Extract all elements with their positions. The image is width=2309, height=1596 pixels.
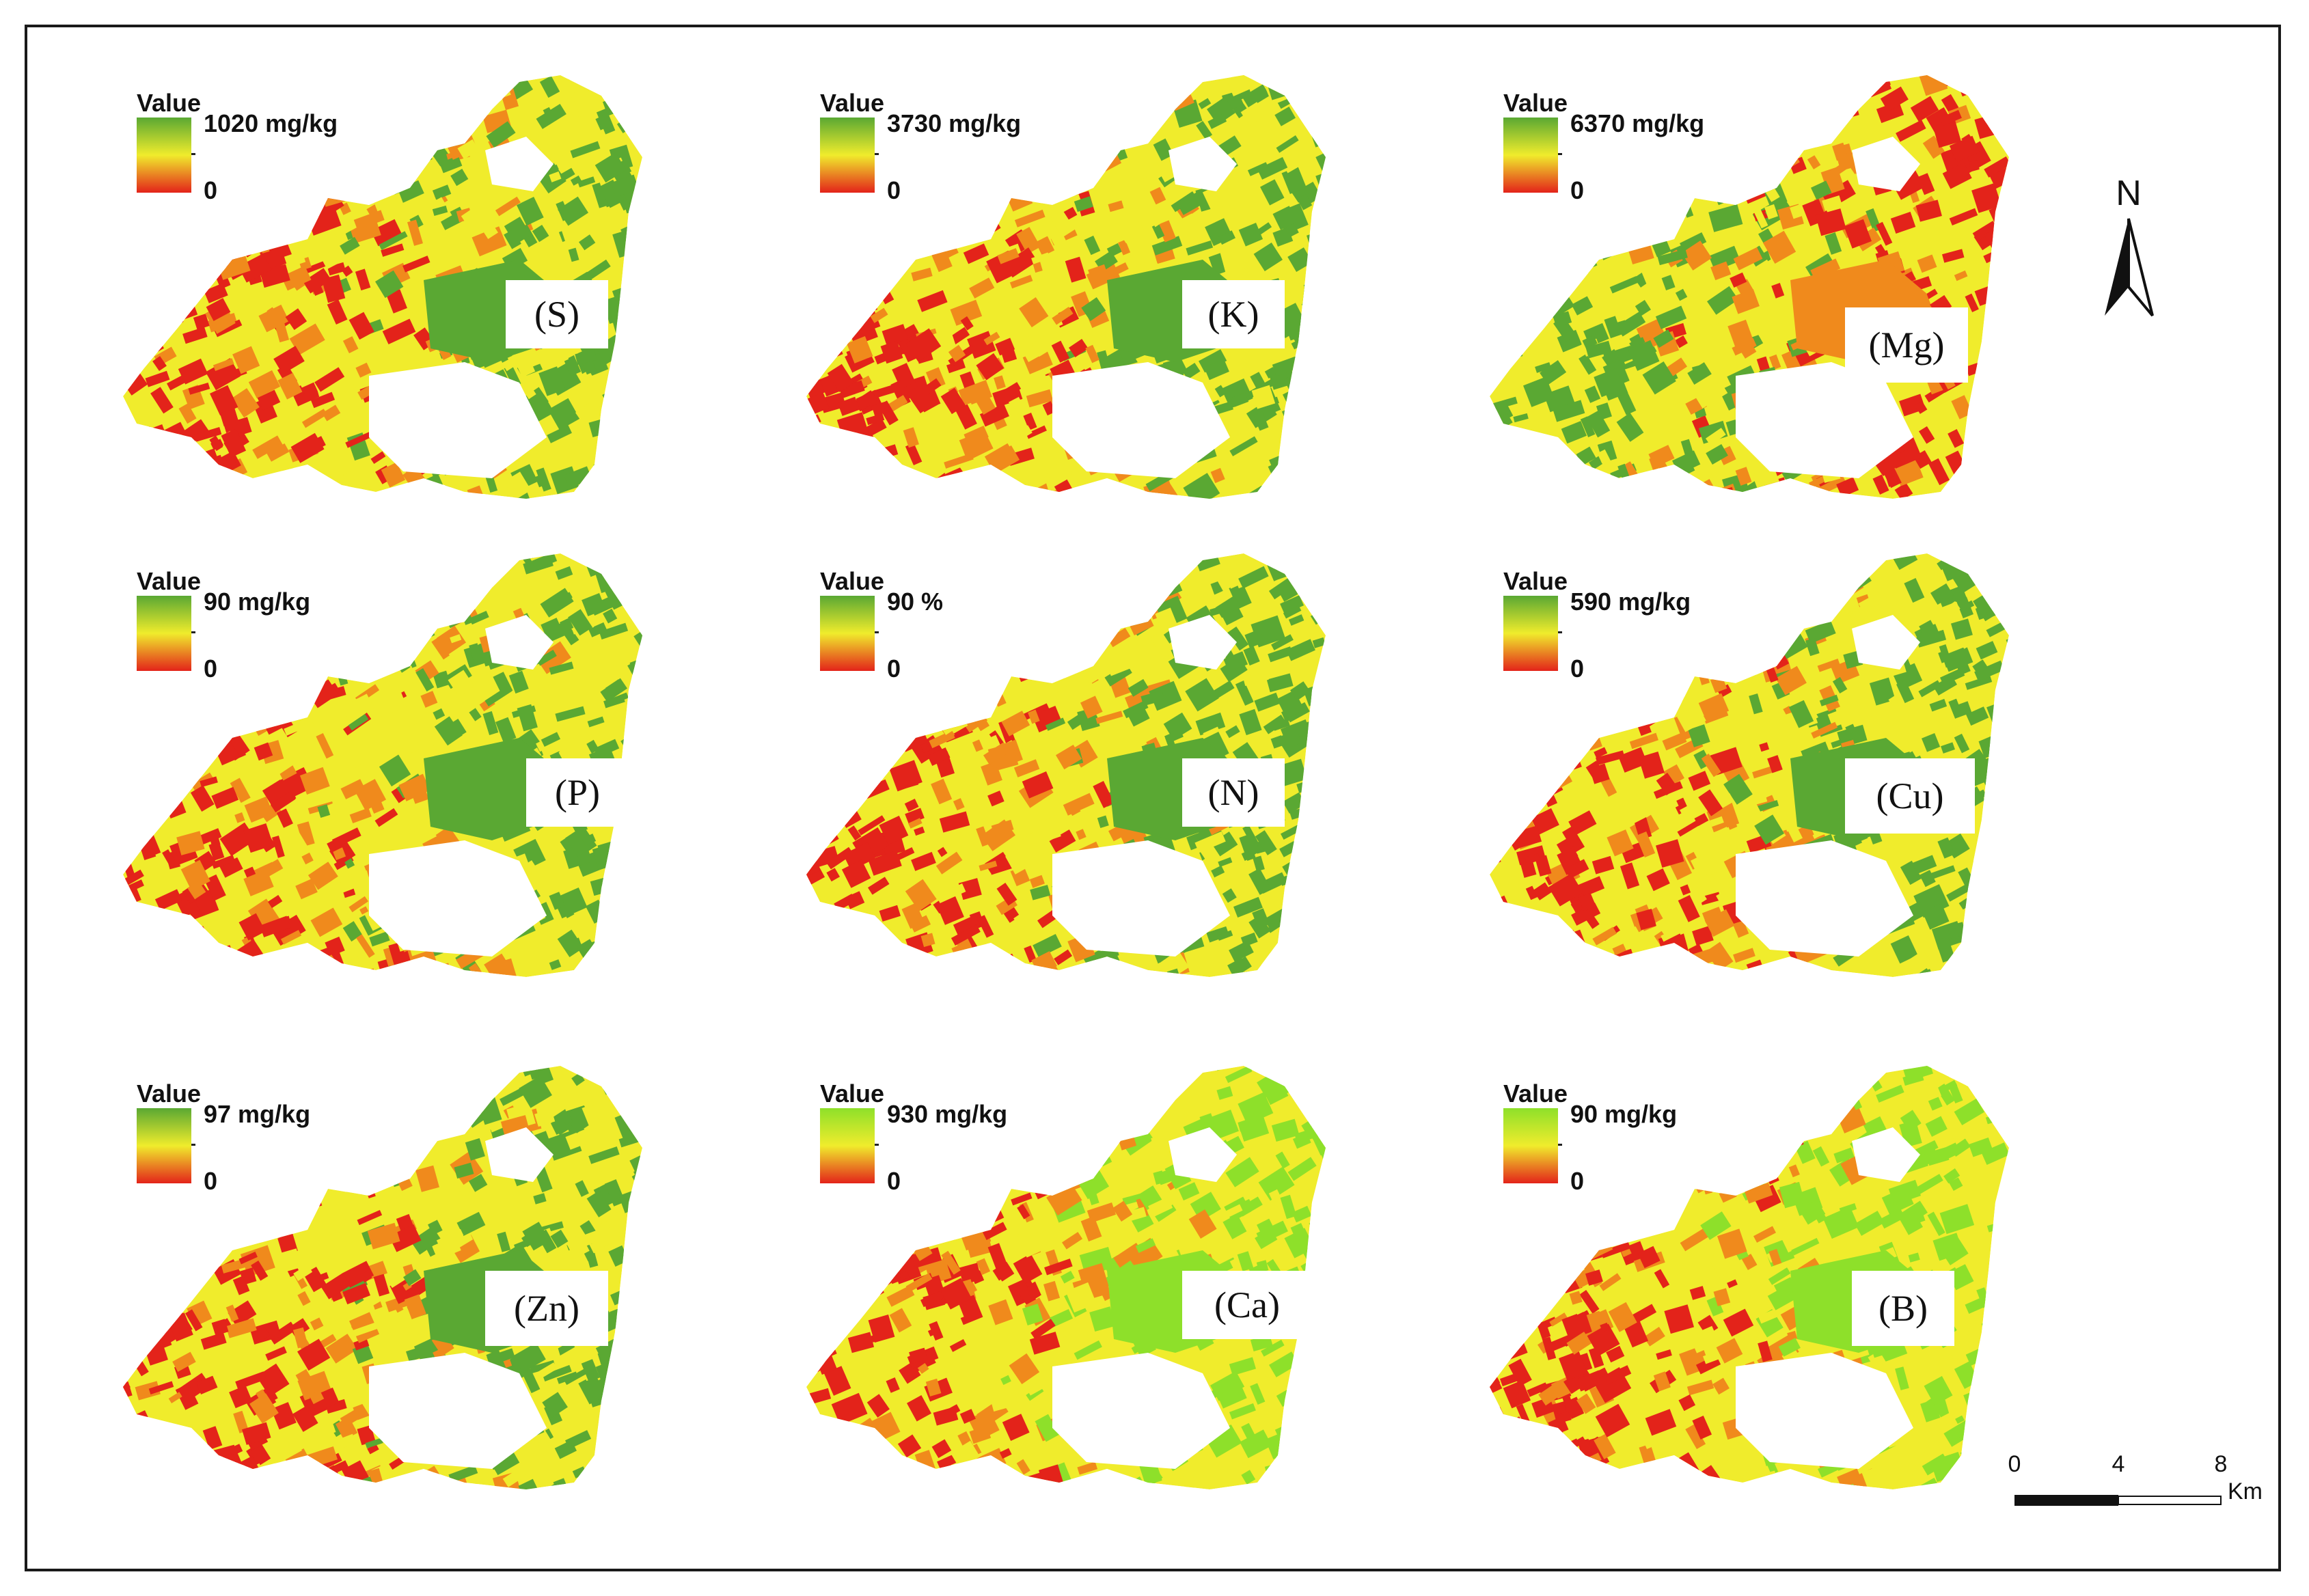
scale-tick-8: 8 bbox=[2215, 1451, 2228, 1477]
panel-label-text: (Cu) bbox=[1876, 775, 1944, 816]
scale-segment-empty bbox=[2118, 1496, 2222, 1505]
legend-max-value: 930 mg/kg bbox=[887, 1100, 1008, 1128]
map-panel-zn: Value 97 mg/kg 0 (Zn) bbox=[82, 1045, 759, 1517]
map-panel-s: Value 1020 mg/kg 0 (S) bbox=[82, 55, 759, 526]
north-arrow-icon: N bbox=[2105, 174, 2154, 317]
legend: Value 90 % 0 bbox=[820, 567, 1107, 690]
legend-max-value: 6370 mg/kg bbox=[1570, 109, 1705, 137]
legend-color-ramp bbox=[820, 118, 875, 193]
map-panel-mg: Value 6370 mg/kg 0 (Mg) bbox=[1449, 55, 2125, 526]
legend-color-ramp bbox=[137, 1108, 191, 1183]
legend-title: Value bbox=[137, 1079, 202, 1107]
legend-title: Value bbox=[1503, 567, 1568, 595]
legend-title: Value bbox=[820, 567, 885, 595]
legend-color-ramp bbox=[820, 1108, 875, 1183]
legend-min-value: 0 bbox=[887, 176, 901, 204]
panel-label-text: (Ca) bbox=[1214, 1284, 1280, 1325]
legend: Value 3730 mg/kg 0 bbox=[820, 89, 1107, 212]
legend-title: Value bbox=[137, 567, 202, 595]
map-panel-b: Value 90 mg/kg 0 (B) bbox=[1449, 1045, 2125, 1517]
legend-color-ramp bbox=[1503, 596, 1558, 671]
panel-label-text: (N) bbox=[1207, 772, 1259, 813]
panel-label: (N) bbox=[1182, 758, 1285, 827]
legend: Value 590 mg/kg 0 bbox=[1503, 567, 1790, 690]
legend-color-ramp bbox=[137, 118, 191, 193]
scale-tick-4: 4 bbox=[2112, 1451, 2125, 1477]
nutrient-map bbox=[1490, 553, 2009, 977]
nutrient-map bbox=[123, 1066, 642, 1489]
north-arrow: N bbox=[2091, 171, 2166, 328]
legend-min-value: 0 bbox=[204, 655, 218, 683]
nutrient-map bbox=[806, 1066, 1326, 1489]
panel-label-text: (Mg) bbox=[1868, 325, 1945, 366]
panel-label-text: (S) bbox=[534, 294, 579, 335]
legend-color-ramp bbox=[820, 596, 875, 671]
legend-title: Value bbox=[1503, 89, 1568, 117]
legend: Value 90 mg/kg 0 bbox=[1503, 1079, 1790, 1202]
legend-color-ramp bbox=[1503, 118, 1558, 193]
panel-label-text: (Zn) bbox=[514, 1288, 579, 1329]
panel-label: (Zn) bbox=[485, 1271, 608, 1346]
legend-title: Value bbox=[820, 1079, 885, 1107]
legend-min-value: 0 bbox=[1570, 1167, 1585, 1195]
legend-color-ramp bbox=[137, 596, 191, 671]
nutrient-map bbox=[123, 75, 642, 499]
map-panel-n: Value 90 % 0 (N) bbox=[765, 533, 1442, 1004]
scale-unit: Km bbox=[2228, 1478, 2263, 1504]
legend-title: Value bbox=[137, 89, 202, 117]
scale-bar: 0 4 8 Km bbox=[1995, 1442, 2269, 1530]
legend-max-value: 3730 mg/kg bbox=[887, 109, 1022, 137]
nutrient-map bbox=[1490, 75, 2009, 499]
panel-label: (B) bbox=[1852, 1271, 1954, 1346]
map-panel-k: Value 3730 mg/kg 0 (K) bbox=[765, 55, 1442, 526]
legend-max-value: 90 mg/kg bbox=[1570, 1100, 1678, 1128]
north-label: N bbox=[2116, 174, 2142, 213]
map-panel-cu: Value 590 mg/kg 0 (Cu) bbox=[1449, 533, 2125, 1004]
panel-label-text: (P) bbox=[555, 772, 600, 813]
legend: Value 97 mg/kg 0 bbox=[137, 1079, 424, 1202]
panel-label: (Mg) bbox=[1845, 307, 1968, 383]
legend-min-value: 0 bbox=[1570, 176, 1585, 204]
legend-max-value: 90 % bbox=[887, 588, 944, 616]
map-panel-ca: Value 930 mg/kg 0 (Ca) bbox=[765, 1045, 1442, 1517]
scale-segment-filled bbox=[2014, 1495, 2118, 1506]
panel-label: (S) bbox=[506, 280, 608, 348]
legend-min-value: 0 bbox=[887, 655, 901, 683]
legend-max-value: 90 mg/kg bbox=[204, 588, 311, 616]
legend-min-value: 0 bbox=[204, 1167, 218, 1195]
legend-min-value: 0 bbox=[1570, 655, 1585, 683]
panel-label-text: (K) bbox=[1207, 294, 1259, 335]
scale-tick-0: 0 bbox=[2008, 1451, 2021, 1477]
legend-min-value: 0 bbox=[204, 176, 218, 204]
legend-color-ramp bbox=[1503, 1108, 1558, 1183]
map-panel-p: Value 90 mg/kg 0 (P) bbox=[82, 533, 759, 1004]
legend-max-value: 97 mg/kg bbox=[204, 1100, 311, 1128]
legend-title: Value bbox=[1503, 1079, 1568, 1107]
legend: Value 6370 mg/kg 0 bbox=[1503, 89, 1790, 212]
legend-max-value: 590 mg/kg bbox=[1570, 588, 1691, 616]
legend-title: Value bbox=[820, 89, 885, 117]
legend: Value 930 mg/kg 0 bbox=[820, 1079, 1107, 1202]
panel-label: (Cu) bbox=[1845, 758, 1975, 834]
legend: Value 1020 mg/kg 0 bbox=[137, 89, 424, 212]
panel-label: (Ca) bbox=[1182, 1271, 1312, 1339]
legend: Value 90 mg/kg 0 bbox=[137, 567, 424, 690]
legend-min-value: 0 bbox=[887, 1167, 901, 1195]
panel-label: (K) bbox=[1182, 280, 1285, 348]
nutrient-map bbox=[1490, 1066, 2009, 1489]
legend-max-value: 1020 mg/kg bbox=[204, 109, 338, 137]
panel-label: (P) bbox=[526, 758, 629, 827]
panel-label-text: (B) bbox=[1878, 1288, 1928, 1329]
